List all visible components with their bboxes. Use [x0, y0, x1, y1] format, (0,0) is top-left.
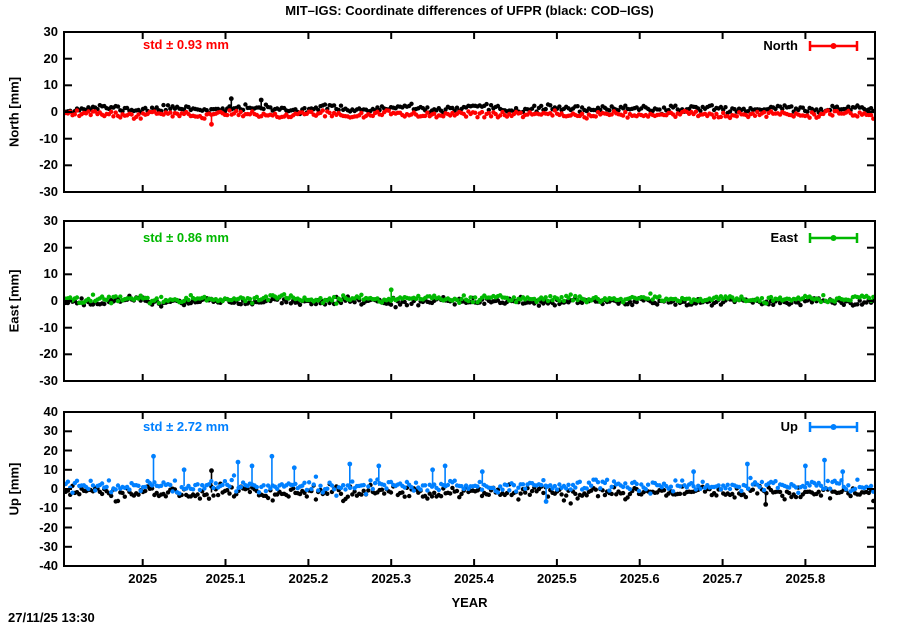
series-mit-igs-north	[63, 108, 876, 127]
legend-label-east: East	[770, 230, 798, 245]
std-label-up: std ± 2.72 mm	[143, 419, 229, 434]
y-axis-label-up: Up [mm]	[6, 462, 22, 516]
legend-label-north: North	[763, 38, 798, 53]
chart-title: MIT–IGS: Coordinate differences of UFPR …	[285, 3, 654, 18]
legend-label-up: Up	[780, 419, 798, 434]
std-label-north: std ± 0.93 mm	[143, 37, 229, 52]
y-axis-label-north: North [mm]	[6, 76, 22, 148]
series-mit-igs-east	[63, 287, 876, 306]
series-mit-igs-up	[63, 453, 876, 504]
x-axis-label: YEAR	[451, 595, 488, 610]
y-axis-label-east: East [mm]	[6, 269, 22, 333]
std-label-east: std ± 0.86 mm	[143, 230, 229, 245]
plot-timestamp: 27/11/25 13:30	[8, 610, 95, 625]
